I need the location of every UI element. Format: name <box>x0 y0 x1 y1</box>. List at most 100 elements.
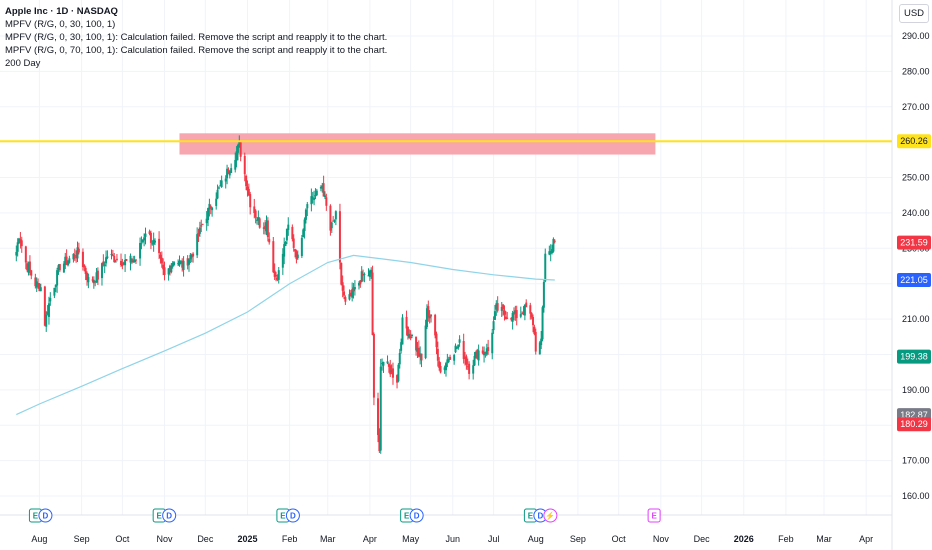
event-marker[interactable]: E <box>647 508 661 523</box>
indicator-line-2[interactable]: MPFV (R/G, 0, 30, 100, 1): Calculation f… <box>5 32 388 43</box>
candle-body <box>57 265 60 270</box>
candle-body <box>24 246 27 263</box>
candle-body <box>96 270 99 280</box>
candle-body <box>481 350 484 354</box>
indicator-line-4[interactable]: 200 Day <box>5 58 41 69</box>
candle-body <box>37 283 40 285</box>
event-label: E <box>528 512 534 521</box>
candle-body <box>196 234 199 256</box>
candlestick-series <box>15 135 556 454</box>
candle-body <box>28 261 31 271</box>
candle-body <box>167 268 170 275</box>
candle-body <box>521 313 524 315</box>
candle-body <box>483 352 486 356</box>
candle-body <box>38 283 41 292</box>
earnings-icon <box>647 508 661 523</box>
candle-body <box>389 365 392 375</box>
candle-body <box>370 269 373 274</box>
candle-body <box>329 205 332 231</box>
candle-body <box>465 356 468 365</box>
event-marker[interactable]: D <box>38 508 53 523</box>
candle-body <box>500 306 503 311</box>
candle-body <box>416 348 419 352</box>
candle-body <box>368 270 371 277</box>
candle-body <box>238 141 241 148</box>
candle-body <box>287 224 290 230</box>
candle-body <box>255 219 258 221</box>
candle-body <box>549 251 552 254</box>
dividend-icon <box>409 508 424 523</box>
candle-body <box>249 194 252 208</box>
x-axis[interactable]: Aug Sep Oct Nov Dec 2025 Feb Mar Apr May Jun Jul Aug… <box>31 534 873 544</box>
indicator-line-1[interactable]: MPFV (R/G, 0, 30, 100, 1) <box>5 19 116 30</box>
candle-body <box>16 242 19 252</box>
event-marker[interactable]: D <box>162 508 177 523</box>
candle-body <box>322 183 325 197</box>
candle-body <box>243 155 246 175</box>
candle-body <box>56 270 59 286</box>
candle-body <box>386 361 389 364</box>
y-tick-label: 160.00 <box>902 491 930 501</box>
candle-body <box>419 353 422 357</box>
candle-body <box>473 355 476 366</box>
moving-average-200 <box>16 254 555 416</box>
x-tick-label: Dec <box>197 534 214 544</box>
supply-zone[interactable] <box>179 133 656 155</box>
candle-body <box>113 255 116 263</box>
candle-body <box>485 348 488 355</box>
candle-body <box>487 347 490 352</box>
y-tick-label: 210.00 <box>902 314 930 324</box>
candle-body <box>330 222 333 229</box>
candle-body <box>534 331 537 352</box>
x-tick-label: May <box>402 534 420 544</box>
candle-body <box>132 260 135 263</box>
y-tick-label: 250.00 <box>902 173 930 183</box>
event-marker[interactable]: ⚡ <box>543 508 558 523</box>
candle-body <box>372 334 375 398</box>
candle-body <box>192 253 195 257</box>
symbol-title[interactable]: Apple Inc · 1D · NASDAQ <box>5 6 118 17</box>
price-tag-box <box>897 417 931 432</box>
x-tick-label: Mar <box>816 534 832 544</box>
x-tick-label: Oct <box>115 534 130 544</box>
event-marker[interactable]: D <box>285 508 300 523</box>
grid-lines <box>0 0 893 550</box>
event-label: E <box>156 512 162 521</box>
candle-body <box>144 233 147 237</box>
candle-body <box>352 287 355 292</box>
candle-body <box>511 313 514 322</box>
candle-body <box>139 242 142 259</box>
event-marker[interactable]: E <box>523 508 537 523</box>
candle-body <box>314 195 317 197</box>
candle-body <box>408 333 411 338</box>
x-tick-label: 2026 <box>734 534 754 544</box>
candle-body <box>303 219 306 232</box>
candle-body <box>226 168 229 179</box>
candle-body <box>20 240 23 247</box>
candle-body <box>277 270 280 280</box>
candle-body <box>415 336 418 351</box>
event-marker[interactable]: E <box>276 508 290 523</box>
event-marker[interactable]: D <box>409 508 424 523</box>
candle-body <box>477 350 480 361</box>
candle-body <box>540 338 543 345</box>
candle-body <box>468 363 471 374</box>
currency-label[interactable]: USD <box>899 4 929 23</box>
candle-body <box>291 226 294 240</box>
candle-body <box>154 240 157 243</box>
candle-body <box>219 185 222 187</box>
indicator-line-3[interactable]: MPFV (R/G, 0, 70, 100, 1): Calculation f… <box>5 45 388 56</box>
candle-body <box>265 222 268 232</box>
candle-body <box>47 303 50 317</box>
event-markers[interactable]: E D E D E D E D E D ⚡ E <box>28 508 661 523</box>
candle-body <box>515 310 518 319</box>
candle-body <box>215 198 218 206</box>
candle-body <box>334 211 337 220</box>
candle-body <box>120 260 123 266</box>
candle-body <box>446 359 449 363</box>
candle-body <box>281 253 284 268</box>
price-tag-box <box>897 272 931 287</box>
candle-body <box>405 316 408 329</box>
candle-body <box>39 287 42 292</box>
